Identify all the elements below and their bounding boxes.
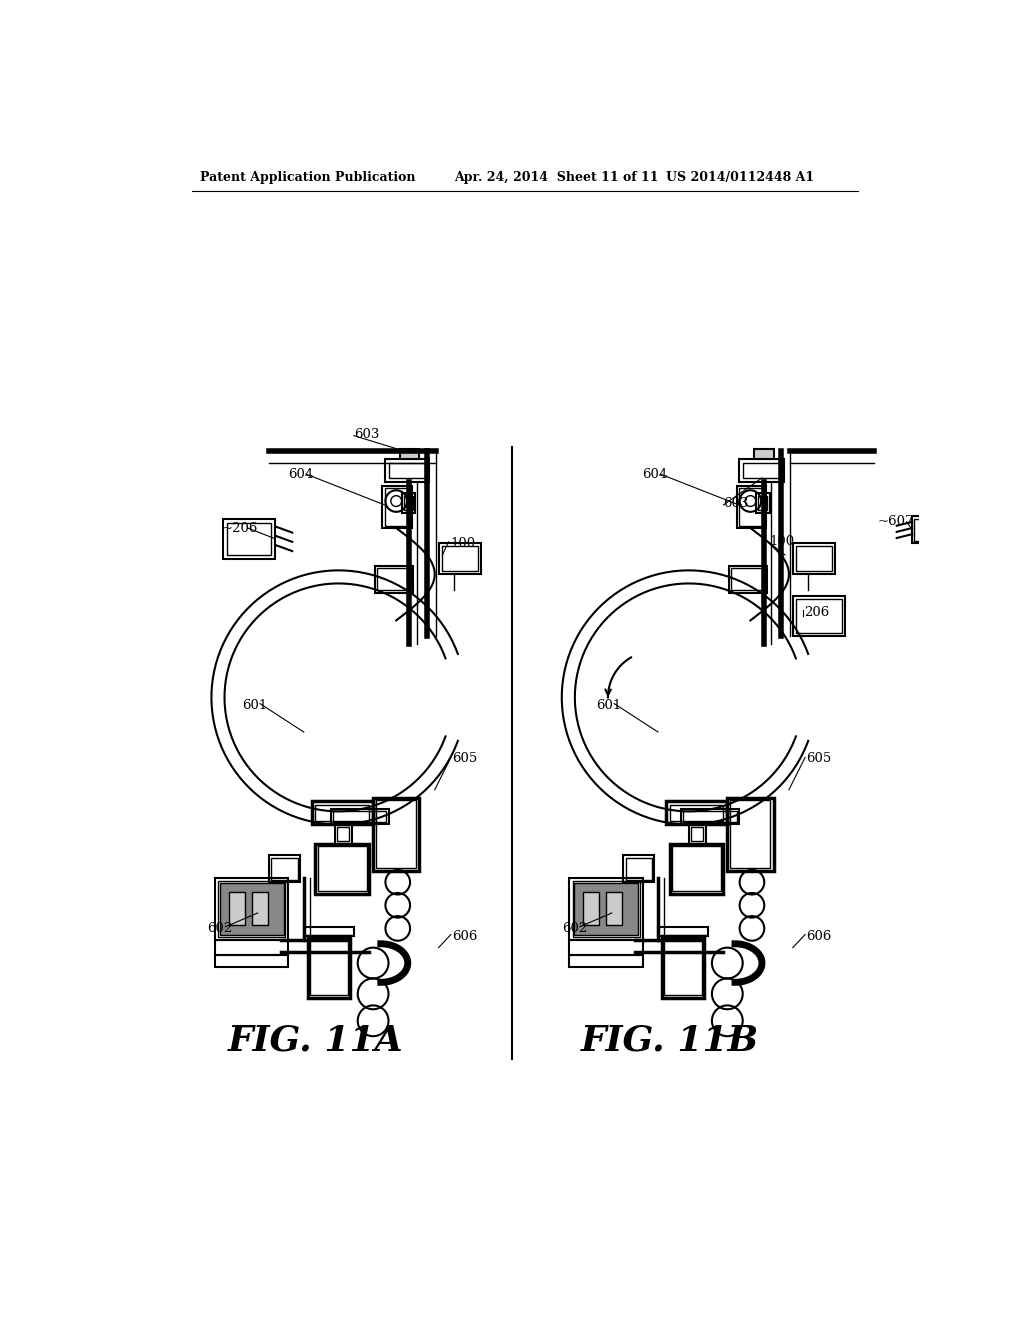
- Bar: [331, 809, 388, 825]
- Bar: [218, 882, 286, 937]
- Bar: [317, 846, 367, 891]
- Text: 606: 606: [453, 929, 478, 942]
- Text: FIG. 11B: FIG. 11B: [581, 1023, 759, 1057]
- Bar: [758, 496, 767, 511]
- Text: 604: 604: [289, 467, 313, 480]
- Bar: [220, 883, 284, 936]
- Bar: [333, 812, 386, 822]
- Text: 601: 601: [243, 698, 267, 711]
- Bar: [739, 488, 764, 525]
- Bar: [914, 519, 939, 541]
- Bar: [796, 546, 833, 572]
- Bar: [672, 846, 721, 891]
- Text: 100: 100: [451, 537, 475, 550]
- Bar: [793, 544, 836, 574]
- Bar: [215, 940, 289, 956]
- Text: 100: 100: [770, 536, 795, 548]
- Bar: [376, 800, 416, 869]
- Text: 602: 602: [208, 921, 232, 935]
- Bar: [252, 892, 267, 924]
- Bar: [315, 805, 370, 821]
- Text: Patent Application Publication: Patent Application Publication: [200, 172, 416, 185]
- Bar: [304, 927, 354, 936]
- Bar: [626, 858, 652, 880]
- Text: ~206: ~206: [221, 521, 258, 535]
- Bar: [569, 940, 643, 956]
- Bar: [401, 494, 416, 512]
- Bar: [691, 826, 703, 841]
- Bar: [271, 858, 298, 880]
- Text: 603: 603: [354, 428, 379, 441]
- Bar: [729, 566, 767, 593]
- Bar: [572, 882, 640, 937]
- Bar: [624, 855, 654, 882]
- Bar: [223, 519, 275, 558]
- Bar: [670, 805, 724, 821]
- Bar: [438, 544, 481, 574]
- Bar: [382, 486, 412, 528]
- Bar: [793, 595, 845, 636]
- Text: 206: 206: [804, 606, 829, 619]
- Bar: [373, 797, 419, 871]
- Bar: [311, 801, 373, 825]
- Bar: [310, 939, 348, 995]
- Bar: [666, 801, 727, 825]
- Bar: [755, 449, 773, 459]
- Text: FIG. 11A: FIG. 11A: [227, 1023, 403, 1057]
- Text: Apr. 24, 2014  Sheet 11 of 11: Apr. 24, 2014 Sheet 11 of 11: [454, 172, 658, 185]
- Bar: [681, 809, 739, 825]
- Text: US 2014/0112448 A1: US 2014/0112448 A1: [666, 172, 814, 185]
- Bar: [385, 488, 410, 525]
- Bar: [756, 494, 770, 512]
- Bar: [375, 566, 413, 593]
- Bar: [796, 599, 842, 632]
- Bar: [742, 462, 779, 478]
- Bar: [315, 843, 370, 894]
- Text: 603: 603: [724, 496, 749, 510]
- Bar: [385, 459, 429, 482]
- Bar: [226, 523, 271, 554]
- Text: ~607: ~607: [878, 515, 914, 528]
- Bar: [736, 486, 766, 528]
- Bar: [912, 516, 941, 544]
- Text: 606: 606: [807, 929, 831, 942]
- Bar: [662, 936, 705, 998]
- Text: 605: 605: [453, 752, 477, 766]
- Bar: [307, 936, 350, 998]
- Bar: [337, 826, 349, 841]
- Bar: [584, 892, 599, 924]
- Bar: [739, 459, 783, 482]
- Bar: [229, 892, 245, 924]
- Bar: [670, 843, 724, 894]
- Bar: [215, 878, 289, 940]
- Bar: [569, 878, 643, 940]
- Bar: [388, 462, 425, 478]
- Bar: [269, 855, 300, 882]
- Bar: [689, 825, 706, 843]
- Bar: [730, 800, 770, 869]
- Bar: [606, 892, 622, 924]
- Bar: [403, 496, 413, 511]
- Bar: [569, 956, 643, 966]
- Text: 602: 602: [562, 921, 587, 935]
- Bar: [335, 825, 351, 843]
- Bar: [665, 939, 701, 995]
- Bar: [727, 797, 773, 871]
- Bar: [683, 812, 736, 822]
- Text: 604: 604: [643, 467, 668, 480]
- Bar: [441, 546, 478, 572]
- Bar: [731, 568, 765, 590]
- Bar: [658, 927, 708, 936]
- Text: 605: 605: [807, 752, 831, 766]
- Bar: [377, 568, 411, 590]
- Bar: [400, 449, 419, 459]
- Bar: [574, 883, 638, 936]
- Text: 601: 601: [596, 698, 622, 711]
- Bar: [215, 956, 289, 966]
